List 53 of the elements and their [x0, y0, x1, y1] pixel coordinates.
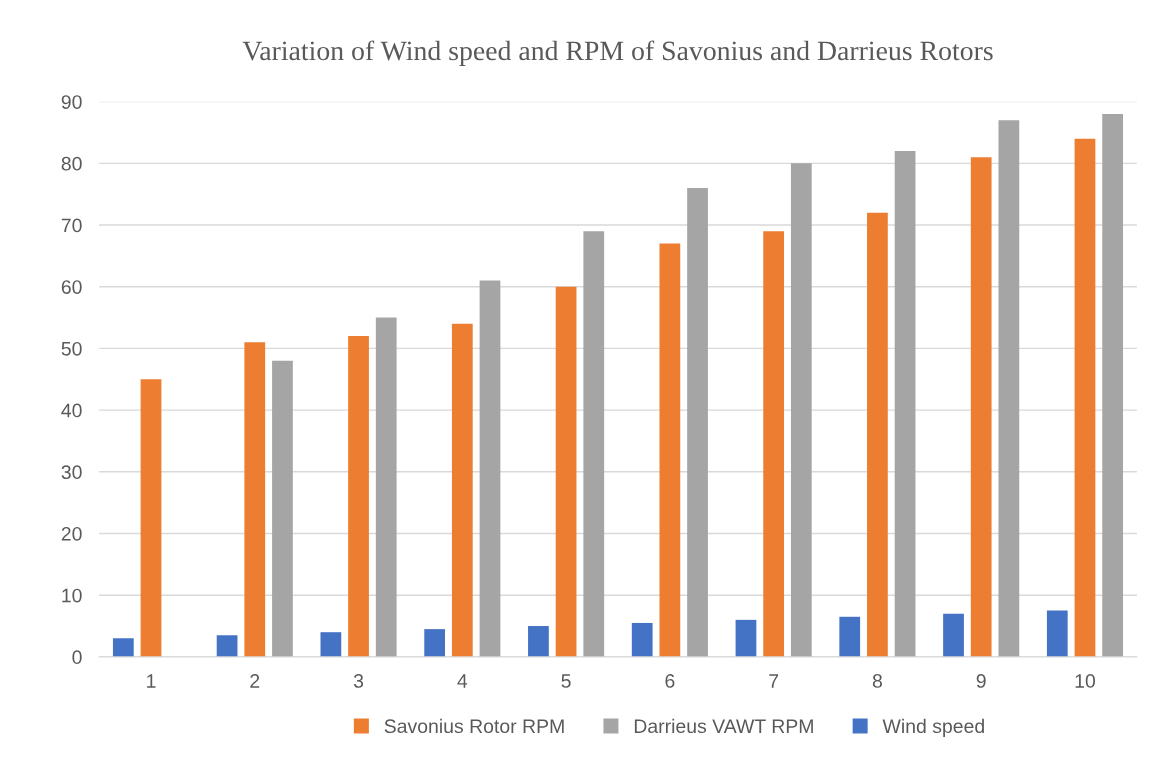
x-tick-label: 3: [353, 674, 364, 688]
x-tick-label: 1: [147, 674, 156, 688]
x-tick-label: 9: [976, 674, 986, 688]
chart-title: Variation of Wind speed and RPM of Savonius and Darrieus Rotors: [242, 40, 993, 66]
y-tick-label: 20: [61, 526, 82, 541]
bar: [555, 286, 577, 657]
y-tick-label: 90: [61, 95, 82, 109]
y-tick-label: 40: [61, 403, 82, 418]
bar: [631, 622, 653, 657]
bar: [943, 613, 964, 657]
bar: [216, 635, 238, 657]
bar: [735, 619, 757, 657]
x-tick-label: 8: [872, 674, 882, 688]
bar: [659, 243, 681, 657]
legend-label: Wind speed: [882, 718, 984, 737]
x-tick-label: 7: [769, 674, 779, 688]
legend-label: Savonius Rotor RPM: [384, 718, 564, 734]
bar: [112, 638, 134, 657]
x-tick-label: 6: [665, 674, 675, 688]
bar: [894, 151, 916, 657]
bar: [583, 231, 605, 657]
bar: [479, 280, 501, 657]
bar: [1074, 138, 1096, 657]
bar: [839, 616, 861, 657]
y-tick-label: 30: [61, 465, 82, 480]
x-tick-label: 5: [561, 674, 571, 688]
bar: [375, 317, 397, 657]
x-tick-label: 10: [1075, 674, 1096, 688]
bar: [528, 626, 549, 657]
bar: [998, 120, 1020, 657]
y-tick-label: 70: [61, 218, 82, 233]
y-tick-label: 10: [62, 588, 82, 603]
y-tick-label: 0: [72, 650, 82, 665]
x-tick-label: 4: [457, 674, 468, 688]
bar: [867, 212, 888, 657]
bar: [763, 231, 785, 657]
bar: [1046, 610, 1068, 657]
bar: [348, 336, 369, 657]
bar: [1102, 114, 1124, 657]
bar: [320, 632, 342, 657]
bar: [140, 379, 162, 657]
bar: [451, 323, 473, 657]
legend-label: Darrieus VAWT RPM: [634, 718, 813, 734]
bar: [970, 157, 992, 657]
x-tick-label: 2: [250, 674, 260, 688]
bar: [424, 629, 446, 657]
y-tick-label: 80: [61, 156, 82, 171]
bar: [687, 188, 708, 657]
bar: [790, 163, 812, 657]
bar: [244, 342, 266, 657]
bar: [272, 360, 293, 657]
y-tick-label: 60: [61, 280, 82, 294]
y-tick-label: 50: [61, 341, 82, 356]
